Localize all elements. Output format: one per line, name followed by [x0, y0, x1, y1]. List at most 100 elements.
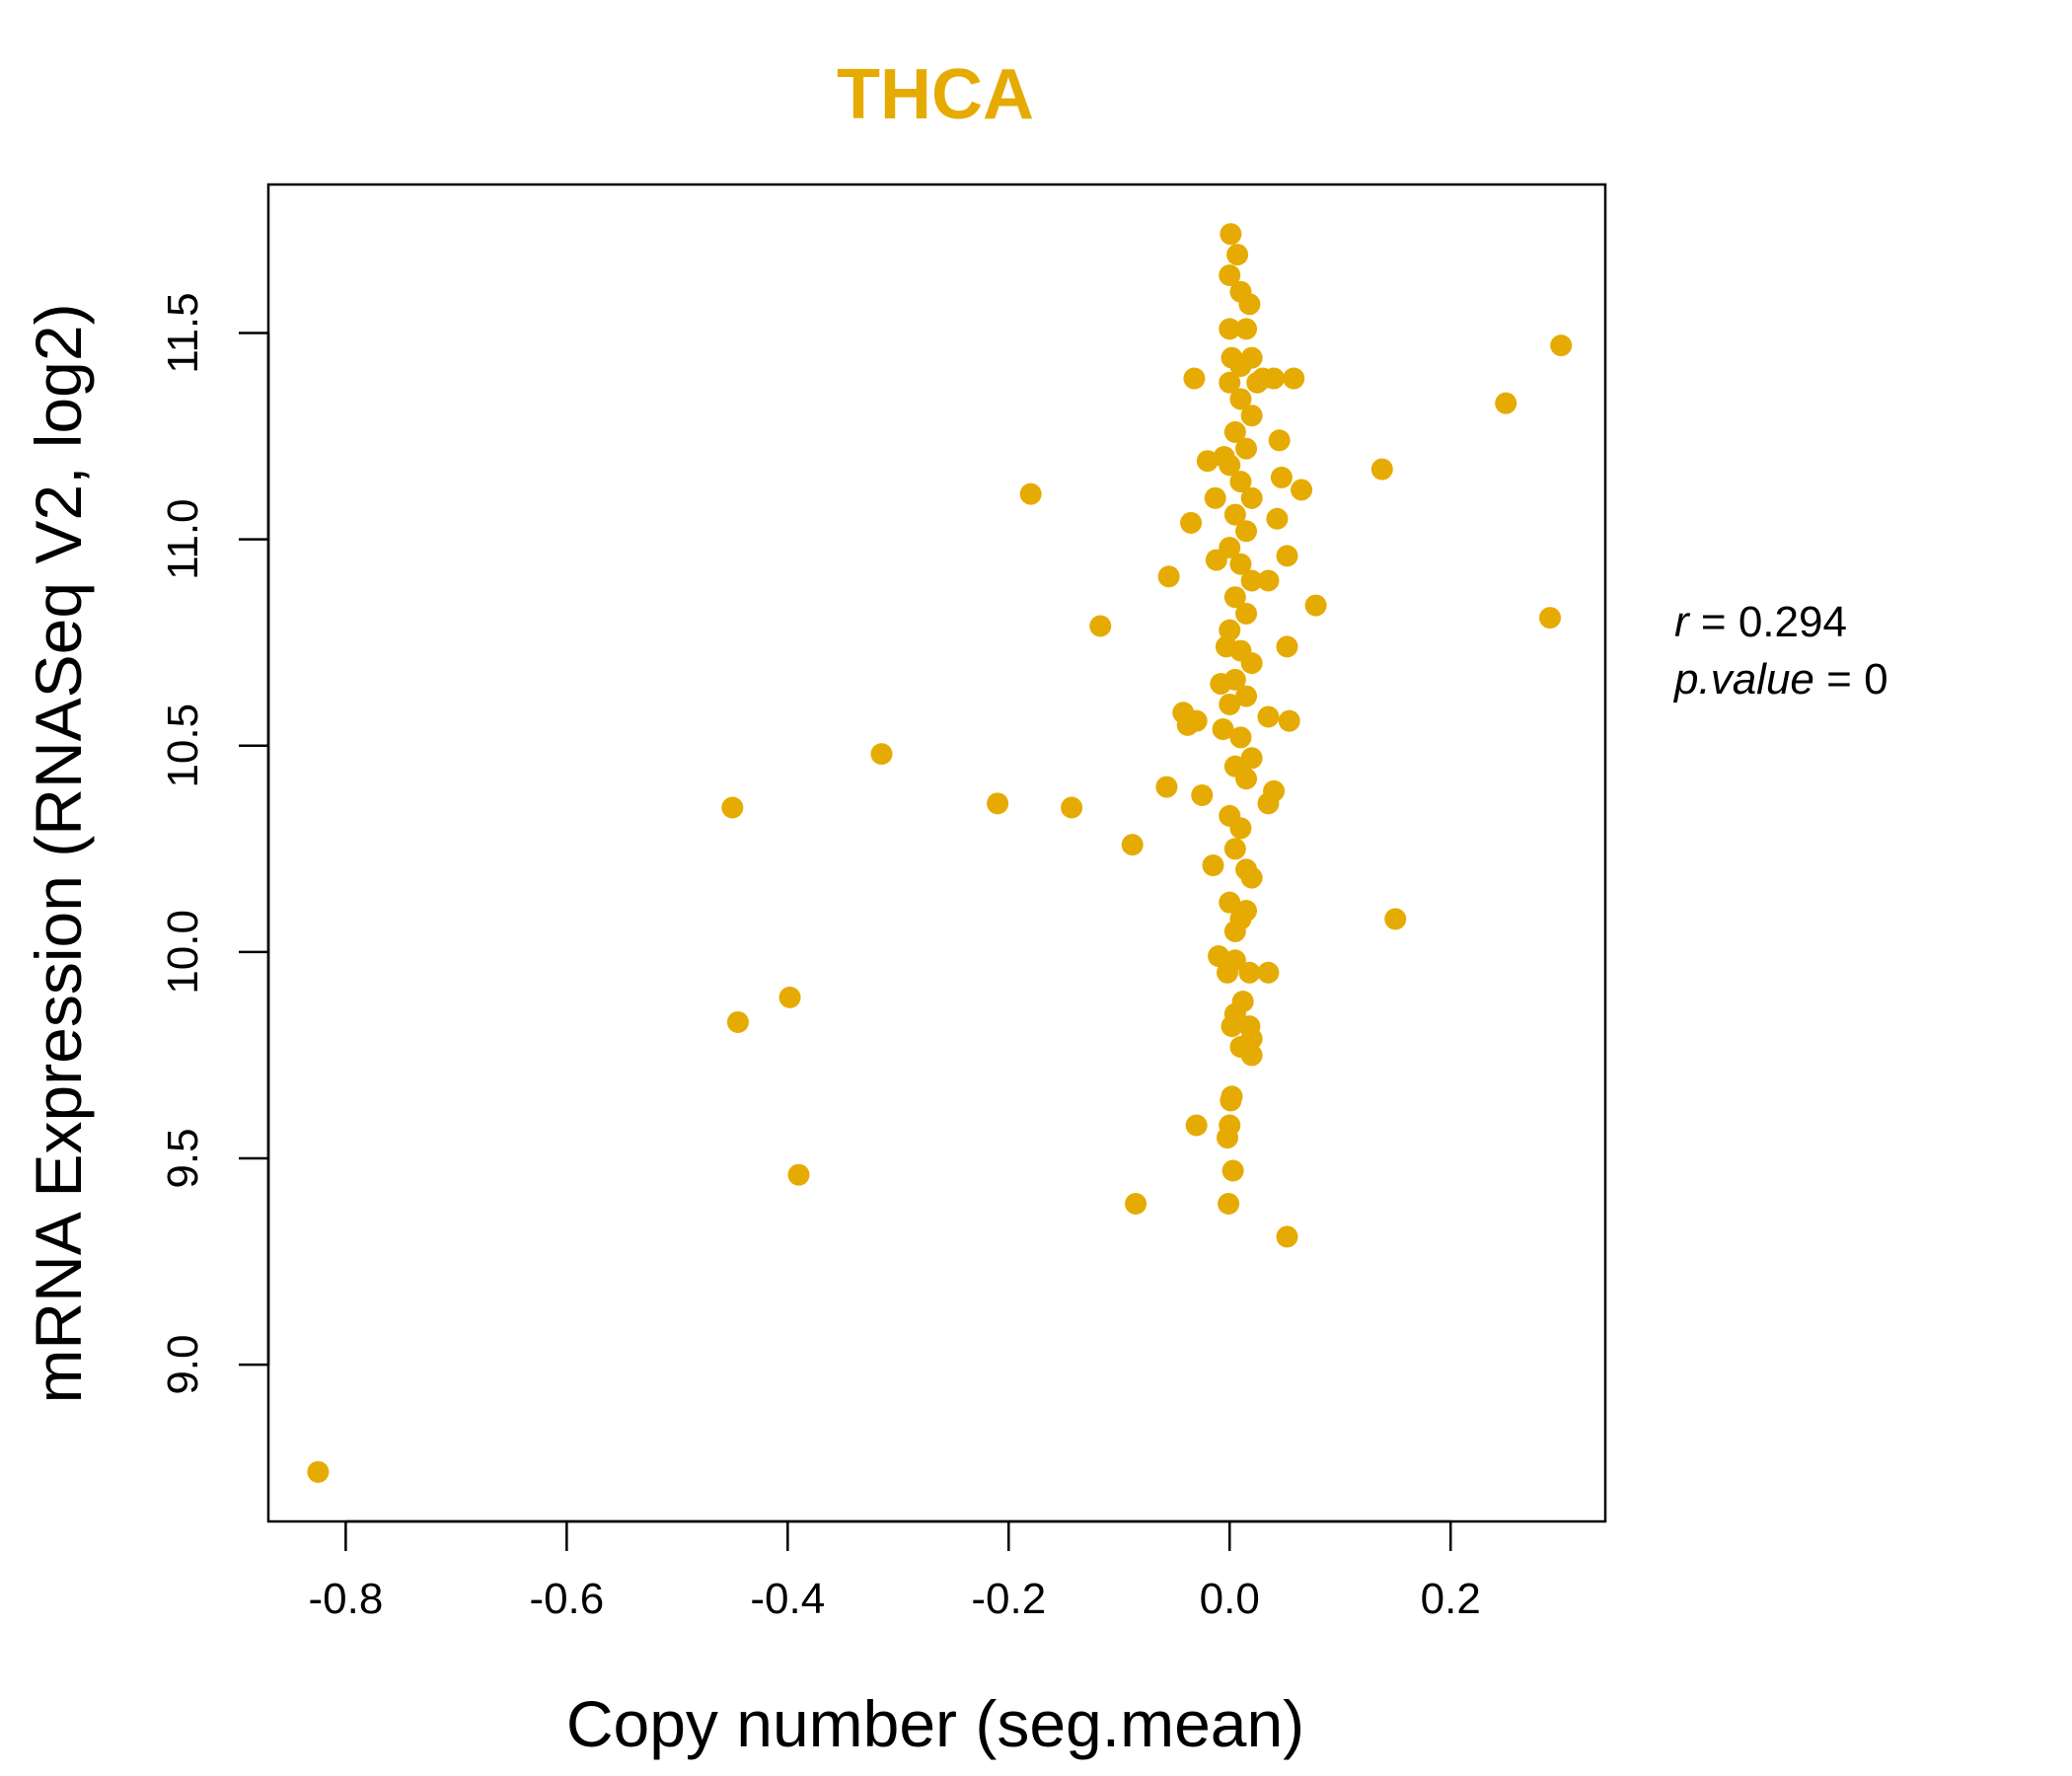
x-tick-label: -0.8: [308, 1575, 383, 1623]
data-point: [1219, 891, 1241, 914]
data-point: [1226, 244, 1249, 266]
data-point: [1235, 858, 1258, 881]
data-point: [1240, 747, 1263, 770]
data-point: [1191, 783, 1214, 806]
data-point: [1276, 635, 1298, 658]
data-point: [1495, 392, 1517, 414]
data-point: [1240, 486, 1263, 509]
p-symbol: p.value: [1672, 655, 1814, 703]
data-point: [1263, 367, 1286, 390]
data-point: [1229, 726, 1252, 749]
p-value: 0: [1864, 655, 1887, 703]
data-points: [307, 223, 1573, 1483]
data-point: [1221, 1159, 1244, 1182]
data-point: [1180, 511, 1203, 534]
data-point: [1270, 466, 1293, 488]
correlation-stat: r = 0.294: [1674, 598, 1847, 646]
y-axis-label: mRNA Expression (RNASeq V2, log2): [22, 303, 95, 1403]
r-value: 0.294: [1739, 598, 1847, 646]
y-tick-label: 10.5: [159, 703, 207, 788]
data-point: [1257, 569, 1280, 592]
data-point: [1235, 520, 1258, 543]
data-point: [1185, 1114, 1208, 1137]
data-point: [1229, 1036, 1252, 1059]
data-point: [1220, 223, 1242, 246]
x-tick-label: 0.2: [1421, 1575, 1481, 1623]
data-point: [1257, 705, 1280, 728]
y-tick-label: 9.5: [159, 1128, 207, 1188]
data-point: [1304, 594, 1327, 617]
data-point: [1229, 471, 1252, 493]
data-point: [1276, 1225, 1298, 1248]
data-point: [1550, 334, 1573, 357]
data-point: [1183, 367, 1206, 390]
data-point: [1257, 961, 1280, 984]
data-point: [1212, 718, 1234, 741]
data-point: [1185, 709, 1208, 732]
data-point: [1219, 264, 1241, 287]
data-point: [1157, 565, 1180, 588]
data-point: [1019, 482, 1042, 505]
data-point: [1221, 1015, 1243, 1038]
data-point: [1218, 1192, 1240, 1215]
data-point: [1089, 615, 1112, 637]
data-point: [1229, 639, 1252, 662]
data-point: [1238, 293, 1261, 316]
data-point: [1229, 908, 1252, 930]
data-point: [1235, 437, 1258, 460]
y-tick-label: 9.0: [159, 1334, 207, 1394]
y-tick-label: 11.5: [159, 292, 207, 373]
y-tick-label: 11.0: [159, 498, 207, 579]
data-point: [1240, 405, 1263, 427]
data-point: [1257, 792, 1280, 815]
data-point: [1384, 908, 1407, 930]
data-point: [1266, 507, 1289, 530]
data-point: [1223, 949, 1246, 972]
data-point: [778, 986, 801, 1008]
data-point: [1219, 804, 1241, 827]
data-point: [1204, 486, 1226, 509]
x-tick-label: -0.4: [750, 1575, 825, 1623]
data-point: [1221, 1085, 1243, 1108]
data-point: [1240, 569, 1263, 592]
data-point: [1219, 371, 1241, 394]
data-point: [1278, 709, 1300, 732]
data-point: [1196, 450, 1219, 473]
data-point: [1061, 796, 1083, 819]
x-tick-label: 0.0: [1200, 1575, 1260, 1623]
data-point: [1219, 318, 1241, 340]
data-point: [1219, 537, 1241, 559]
x-axis-label: Copy number (seg.mean): [566, 1687, 1304, 1760]
x-axis: -0.8 -0.6 -0.4 -0.2 0.0 0.2: [308, 1519, 1481, 1623]
y-tick-label: 10.0: [159, 910, 207, 995]
data-point: [870, 743, 893, 766]
data-point: [1370, 458, 1393, 481]
data-point: [307, 1460, 330, 1483]
data-point: [1229, 388, 1252, 410]
data-point: [1223, 838, 1246, 860]
plot-area-frame: [266, 183, 1607, 1523]
data-point: [1121, 834, 1144, 856]
data-point: [787, 1163, 810, 1186]
p-value-stat: p.value = 0: [1672, 655, 1888, 703]
data-point: [1229, 355, 1252, 378]
data-point: [1235, 602, 1258, 625]
data-point: [1283, 367, 1305, 390]
data-point: [1223, 420, 1246, 443]
data-point: [1155, 776, 1178, 798]
data-point: [1219, 693, 1241, 715]
p-equals: =: [1826, 655, 1852, 703]
data-point: [1539, 607, 1562, 629]
r-equals: =: [1701, 598, 1727, 646]
y-axis: 9.0 9.5 10.0 10.5 11.0 11.5: [159, 292, 270, 1395]
data-point: [1235, 318, 1258, 340]
data-point: [1202, 854, 1224, 877]
x-tick-label: -0.6: [529, 1575, 604, 1623]
data-point: [1219, 619, 1241, 641]
data-point: [1235, 685, 1258, 707]
data-point: [1219, 1114, 1241, 1137]
data-point: [987, 792, 1009, 815]
data-point: [1223, 668, 1246, 691]
data-point: [1223, 586, 1246, 609]
